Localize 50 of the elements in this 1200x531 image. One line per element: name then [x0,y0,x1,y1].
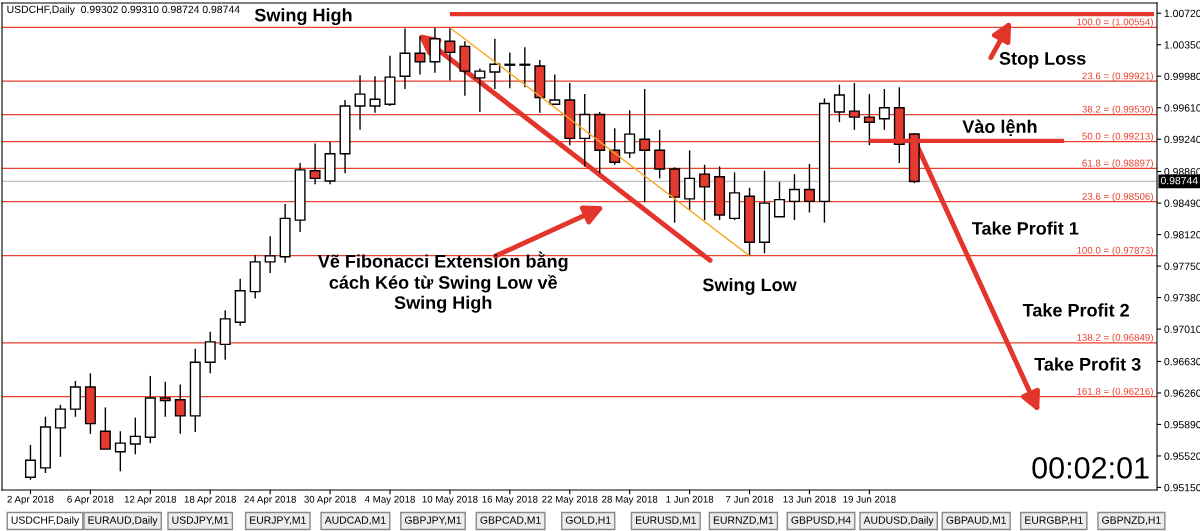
chart-title: USDCHF,Daily 0.99302 0.99310 0.98724 0.98744 [7,5,240,16]
x-tick-label: 19 Jun 2018 [843,495,896,503]
annotation: Take Profit 2 [1022,303,1129,317]
x-tick-label: 13 Jun 2018 [783,495,836,503]
text: EURNZD,M1 [713,516,774,526]
ref-line-label: 100.0 = (0.97873) [1077,246,1153,256]
ref-line-label: 50.0 = (0.99213) [1082,132,1153,142]
text: GOLD,H1 [565,516,611,526]
annotation: Swing Low [702,277,797,295]
x-tick-label: 12 Apr 2018 [124,495,177,505]
ref-line-label: 61.8 = (0.98897) [1082,159,1153,169]
x-tick-label: 30 Apr 2018 [304,495,356,505]
ref-line-label: 161.8 = (0.96216) [1077,387,1153,397]
x-tick-label: 18 Apr 2018 [184,495,237,505]
text: EURGBP,H1 [1025,516,1083,526]
x-tick-label: 16 May 2018 [482,495,538,505]
ref-line-label: 23.6 = (0.99921) [1082,72,1153,82]
text: GBPAUD,M1 [946,516,1006,526]
annotation: Vào lệnh [962,119,1037,137]
x-tick-label: 7 Jun 2018 [725,495,774,503]
x-tick-label: 22 May 2018 [542,495,598,505]
text: GBPJPY,M1 [404,516,462,526]
x-tick-label: 4 May 2018 [364,495,415,505]
x-tick-label: 2 Apr 2018 [7,495,54,505]
text: AUDUSD,Daily [863,516,934,526]
ref-line-label: 100.0 = (1.00554) [1077,18,1153,28]
x-tick-label: 10 May 2018 [422,495,478,505]
annotation: Take Profit 1 [972,221,1079,235]
ref-line-label: 23.6 = (0.98506) [1082,192,1153,202]
ref-line-label: 0.98744 [1160,176,1198,185]
x-tick-label: 28 May 2018 [602,495,658,505]
x-tick-label: 1 Jun 2018 [666,495,714,503]
text: AUDCAD,M1 [324,516,386,526]
annotation: Swing High [254,8,352,26]
ref-line-label: 138.2 = (0.96849) [1077,333,1153,343]
x-tick-label: 6 Apr 2018 [67,495,114,505]
text: USDJPY,M1 [172,516,229,526]
text: EURAUD,Daily [88,516,158,526]
text: GBPUSD,H4 [791,516,851,526]
x-tick-label: 24 Apr 2018 [244,495,296,505]
annotation: Stop Loss [999,52,1086,69]
text: EURUSD,M1 [635,516,696,526]
text: GBPCAD,M1 [480,516,541,526]
ref-line-label: 38.2 = (0.99530) [1082,105,1153,115]
text: USDCHF,Daily [11,516,80,526]
annotation: 00:02:01 [1032,457,1149,479]
annotation: Vẽ Fibonacci Extension bằng cách Kéo từ Swing Low về Swing High [317,251,568,313]
text: EURJPY,M1 [250,516,306,526]
annotation: Take Profit 3 [1034,357,1141,371]
text: GBPNZD,H1 [1102,516,1161,526]
